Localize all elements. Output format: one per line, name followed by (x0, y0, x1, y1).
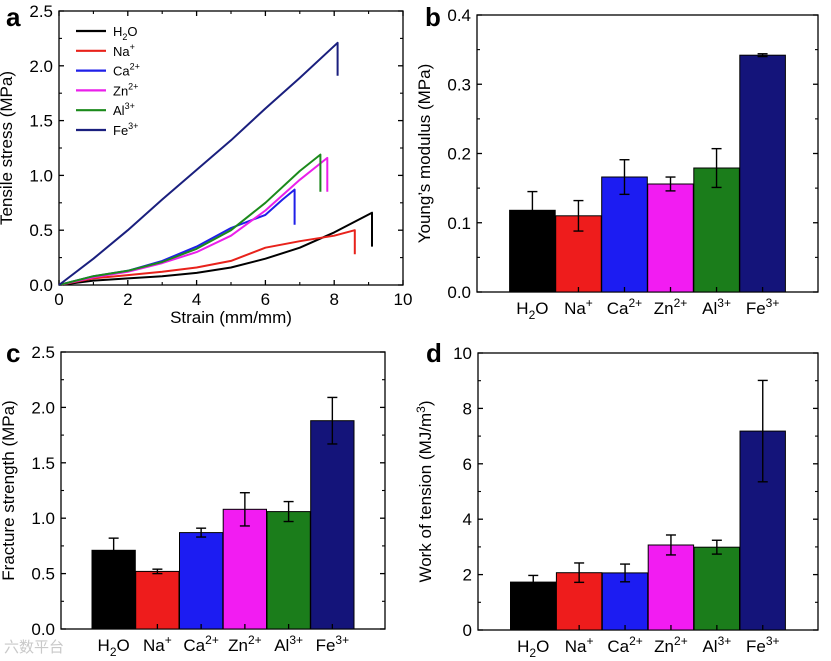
y-tick-label: 0.2 (447, 145, 471, 164)
x-tick-label: Na+ (564, 296, 593, 318)
watermark-text: 六数平台 (4, 638, 65, 656)
y-tick-label: 4 (463, 510, 472, 529)
x-tick-label: Al3+ (702, 296, 731, 318)
y-tick-label: 8 (463, 399, 472, 418)
x-tick-label: 10 (394, 290, 413, 309)
panel-b-youngs-modulus: b 0.0 0.1 0.2 0.3 0.4 Young’s modulus (MPa) H2O… (415, 2, 819, 322)
legend-label-0: H2O (113, 24, 138, 42)
bar-3 (222, 508, 267, 630)
y-tick-label: 0.5 (31, 565, 55, 584)
panel-a-tensile-curves: a 0.0 0.5 1.0 1.5 2.0 2.5 0 2 4 6 8 10 Strain (mm/mm)… (0, 2, 412, 327)
x-tick-label: Fe3+ (316, 633, 350, 655)
x-tick-label: Al3+ (274, 633, 303, 655)
y-axis-label: Tensile stress (MPa) (0, 71, 16, 225)
x-tick-label: 2 (123, 290, 132, 309)
legend-label-5: Fe3+ (113, 121, 138, 138)
x-tick-label: Zn2+ (654, 296, 688, 318)
y-axis-label: Young’s modulus (MPa) (415, 64, 434, 244)
x-tick-label: 6 (261, 290, 270, 309)
y-tick-label: 0.1 (447, 214, 471, 233)
y-tick-label: 2.0 (29, 57, 53, 76)
y-tick-label: 0.0 (31, 620, 55, 639)
panel-letter: d (426, 338, 442, 368)
x-tick-label: Na+ (565, 634, 594, 656)
x-tick-label: H2O (98, 636, 130, 659)
panel-letter: a (6, 2, 21, 32)
bar-3 (647, 544, 695, 631)
bar-2 (179, 532, 224, 630)
x-tick-label: Ca2+ (607, 296, 642, 318)
y-tick-label: 10 (453, 344, 472, 363)
bar-2 (601, 176, 648, 293)
panel-d-work-of-tension: d 0 2 4 6 8 10 Work of tension (MJ/m3) H2O Na+ Ca2… (414, 338, 819, 660)
y-tick-label: 1.5 (29, 112, 53, 131)
legend-label-4: Al3+ (113, 101, 135, 118)
series-line-1 (58, 229, 356, 286)
series-line-3 (58, 156, 329, 286)
bar-1 (135, 570, 180, 630)
x-tick-label: Ca2+ (607, 634, 642, 656)
series-line-0 (58, 211, 373, 286)
x-tick-label: Zn2+ (228, 633, 262, 655)
y-axis-label: Fracture strength (MPa) (0, 400, 18, 580)
bar-4 (693, 167, 740, 293)
x-tick-label: Fe3+ (746, 296, 780, 318)
bar-5 (310, 420, 355, 630)
x-tick-label: Ca2+ (183, 633, 218, 655)
x-tick-label: 8 (329, 290, 338, 309)
x-tick-label: Na+ (143, 633, 172, 655)
y-tick-label: 0.0 (29, 276, 53, 295)
y-tick-label: 0 (463, 621, 472, 640)
series-line-4 (58, 153, 322, 286)
x-tick-label: H2O (517, 637, 549, 660)
panel-letter: b (425, 2, 441, 32)
panel-letter: c (6, 338, 20, 368)
y-tick-label: 6 (463, 455, 472, 474)
legend-label-2: Ca2+ (113, 62, 140, 79)
y-tick-label: 2.5 (31, 343, 55, 362)
x-tick-label: 0 (54, 290, 63, 309)
legend-label-1: Na+ (113, 42, 135, 59)
y-tick-label: 0.3 (447, 75, 471, 94)
legend-label-3: Zn2+ (113, 81, 138, 98)
y-tick-label: 1.5 (31, 454, 55, 473)
bar-4 (266, 511, 311, 630)
bar-4 (693, 546, 740, 631)
y-tick-label: 0.5 (29, 221, 53, 240)
x-tick-label: Fe3+ (746, 634, 780, 656)
x-axis-label: Strain (mm/mm) (170, 308, 292, 327)
y-tick-label: 0.4 (447, 6, 471, 25)
y-axis-label: Work of tension (MJ/m3) (414, 400, 435, 582)
y-tick-label: 2.0 (31, 398, 55, 417)
y-tick-label: 2 (463, 566, 472, 585)
y-tick-label: 1.0 (29, 166, 53, 185)
x-tick-label: H2O (516, 299, 548, 322)
bar-5 (739, 54, 786, 293)
x-tick-label: Al3+ (702, 634, 731, 656)
bar-3 (647, 183, 694, 293)
panel-c-fracture-strength: c 0.0 0.5 1.0 1.5 2.0 2.5 Fracture strength (MP… (0, 338, 386, 659)
y-tick-label: 0.0 (447, 283, 471, 302)
series-line-5 (58, 41, 339, 286)
y-tick-label: 1.0 (31, 509, 55, 528)
x-tick-label: 4 (192, 290, 201, 309)
y-tick-label: 2.5 (29, 2, 53, 21)
x-tick-label: Zn2+ (654, 634, 688, 656)
